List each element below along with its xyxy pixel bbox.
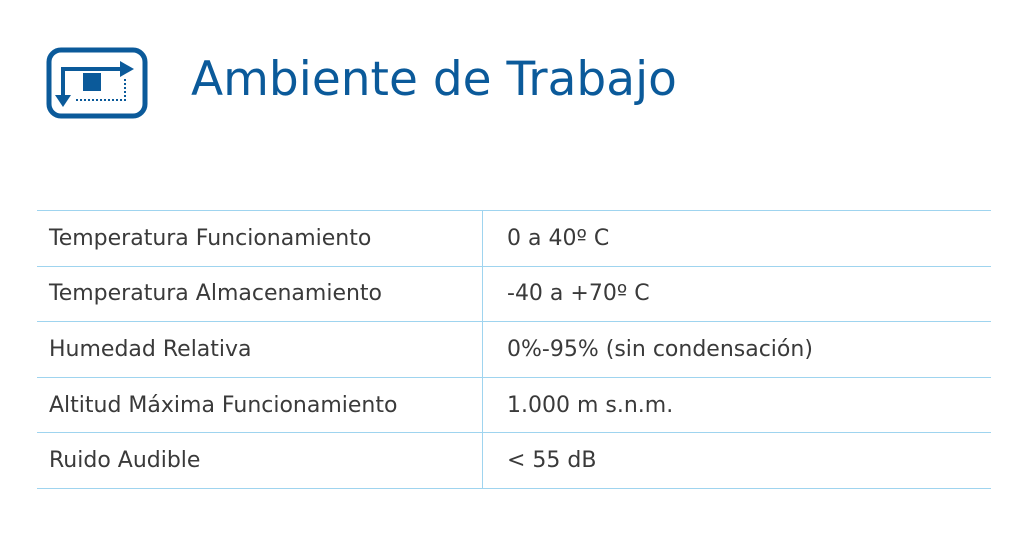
spec-label: Ruido Audible [37, 432, 483, 489]
spec-value: 1.000 m s.n.m. [482, 376, 991, 434]
table-row: Ruido Audible < 55 dB [37, 432, 991, 489]
table-row: Altitud Máxima Funcionamiento 1.000 m s.n… [37, 376, 991, 434]
spec-label: Humedad Relativa [37, 321, 483, 378]
table-row: Humedad Relativa 0%-95% (sin condensación… [37, 321, 991, 378]
spec-label: Altitud Máxima Funcionamiento [37, 376, 483, 434]
table-row: Temperatura Almacenamiento -40 a +70º C [37, 265, 991, 323]
page-title: Ambiente de Trabajo [191, 52, 677, 107]
spec-value: 0 a 40º C [482, 210, 991, 267]
table-row: Temperatura Funcionamiento 0 a 40º C [37, 210, 991, 267]
workspace-arrows-icon [46, 47, 148, 119]
spec-label: Temperatura Almacenamiento [37, 265, 483, 323]
spec-label: Temperatura Funcionamiento [37, 210, 483, 267]
spec-value: -40 a +70º C [482, 265, 991, 323]
spec-value: 0%-95% (sin condensación) [482, 321, 991, 378]
spec-value: < 55 dB [482, 432, 991, 489]
specs-table: Temperatura Funcionamiento 0 a 40º C Tempe… [37, 210, 991, 489]
